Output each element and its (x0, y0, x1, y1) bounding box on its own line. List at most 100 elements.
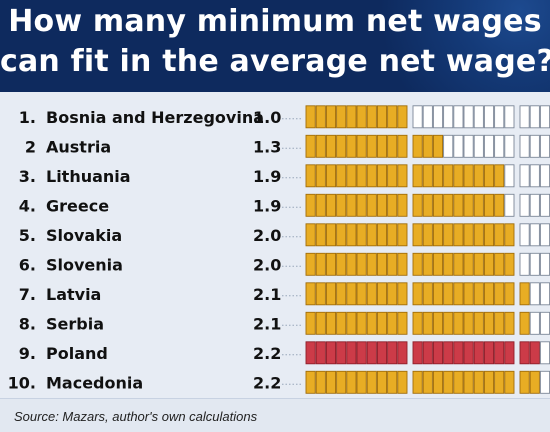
wage-unit-filled (356, 370, 367, 394)
header: How many minimum net wages can fit in th… (0, 0, 550, 92)
wage-unit-filled (305, 252, 316, 276)
wage-unit-filled (336, 193, 347, 217)
wage-unit-empty (483, 134, 495, 158)
wage-unit-filled (453, 311, 464, 335)
wage-unit-filled (336, 164, 347, 188)
wage-unit-filled (397, 134, 408, 158)
wage-unit-filled (494, 341, 505, 365)
wage-unit-filled (422, 370, 433, 394)
wage-unit-filled (325, 341, 337, 365)
wage-unit-empty (432, 105, 444, 129)
wage-unit-filled (443, 341, 454, 365)
wage-unit-filled (422, 282, 433, 306)
wage-unit-filled (432, 164, 444, 188)
wage-unit-filled (387, 134, 398, 158)
wage-unit-filled (473, 252, 484, 276)
wage-unit-filled (432, 341, 444, 365)
wage-unit-empty (539, 252, 550, 276)
wage-unit-filled (453, 193, 464, 217)
wage-unit-filled (387, 193, 398, 217)
wage-unit-filled (473, 164, 484, 188)
wage-unit-filled (463, 311, 474, 335)
wage-unit-filled (305, 370, 316, 394)
wage-unit-filled (336, 282, 347, 306)
wage-unit-filled (443, 223, 454, 247)
wage-unit-filled (397, 282, 408, 306)
wage-unit-filled (504, 252, 515, 276)
rank-label: 2 (25, 137, 36, 156)
wage-unit-filled (325, 311, 337, 335)
wage-unit-filled (387, 282, 398, 306)
country-label: Lithuania (46, 167, 131, 186)
wage-unit-empty (519, 134, 530, 158)
value-label: 1.9 (253, 196, 281, 215)
wage-unit-empty (412, 105, 423, 129)
wage-unit-filled (387, 341, 398, 365)
value-label: 2.0 (253, 226, 281, 245)
country-label: Macedonia (46, 373, 143, 392)
wage-unit-filled (315, 164, 326, 188)
wage-unit-filled (494, 282, 505, 306)
wage-unit-filled (432, 134, 444, 158)
wage-unit-filled (366, 223, 377, 247)
wage-unit-filled (463, 164, 474, 188)
wage-unit-filled (376, 223, 388, 247)
wage-unit-filled (422, 341, 433, 365)
wage-unit-filled (483, 282, 495, 306)
wage-unit-filled (387, 105, 398, 129)
wage-unit-filled (397, 341, 408, 365)
value-label: 2.0 (253, 255, 281, 274)
wage-unit-filled (422, 134, 433, 158)
wage-unit-empty (539, 341, 550, 365)
wage-unit-filled (315, 282, 326, 306)
wage-unit-filled (504, 282, 515, 306)
wage-unit-empty (539, 370, 550, 394)
wage-unit-filled (346, 341, 357, 365)
wage-unit-filled (356, 282, 367, 306)
wage-unit-filled (473, 370, 484, 394)
rank-label: 9. (19, 344, 36, 363)
title-line-1: How many minimum net wages (8, 4, 542, 39)
wage-unit-empty (539, 164, 550, 188)
wage-unit-empty (529, 134, 540, 158)
wage-unit-filled (504, 341, 515, 365)
wage-unit-filled (483, 311, 495, 335)
wage-unit-filled (315, 311, 326, 335)
wage-unit-filled (387, 223, 398, 247)
wage-unit-filled (504, 370, 515, 394)
wage-unit-filled (346, 134, 357, 158)
wage-unit-filled (504, 311, 515, 335)
wage-unit-filled (519, 311, 530, 335)
wage-unit-empty (519, 105, 530, 129)
wage-unit-filled (463, 223, 474, 247)
wage-unit-filled (397, 105, 408, 129)
wage-unit-empty (539, 223, 550, 247)
wage-unit-filled (494, 370, 505, 394)
wage-unit-filled (473, 223, 484, 247)
wage-unit-filled (412, 134, 423, 158)
wage-unit-filled (315, 223, 326, 247)
wage-unit-empty (519, 252, 530, 276)
wage-unit-filled (376, 193, 388, 217)
wage-unit-filled (356, 223, 367, 247)
wage-unit-filled (483, 164, 495, 188)
country-label: Latvia (46, 285, 101, 304)
wage-unit-filled (325, 252, 337, 276)
wage-unit-empty (529, 223, 540, 247)
wage-unit-filled (325, 193, 337, 217)
wage-unit-filled (483, 341, 495, 365)
wage-unit-filled (483, 370, 495, 394)
rank-label: 4. (19, 196, 36, 215)
wage-unit-filled (325, 282, 337, 306)
value-label: 2.2 (253, 344, 281, 363)
wage-unit-filled (366, 193, 377, 217)
wage-unit-empty (504, 134, 515, 158)
wage-unit-filled (376, 134, 388, 158)
rank-label: 8. (19, 314, 36, 333)
wage-unit-filled (453, 282, 464, 306)
source-note: Source: Mazars, author's own calculation… (14, 409, 258, 424)
wage-unit-filled (422, 193, 433, 217)
country-label: Poland (46, 344, 108, 363)
wage-unit-empty (453, 105, 464, 129)
